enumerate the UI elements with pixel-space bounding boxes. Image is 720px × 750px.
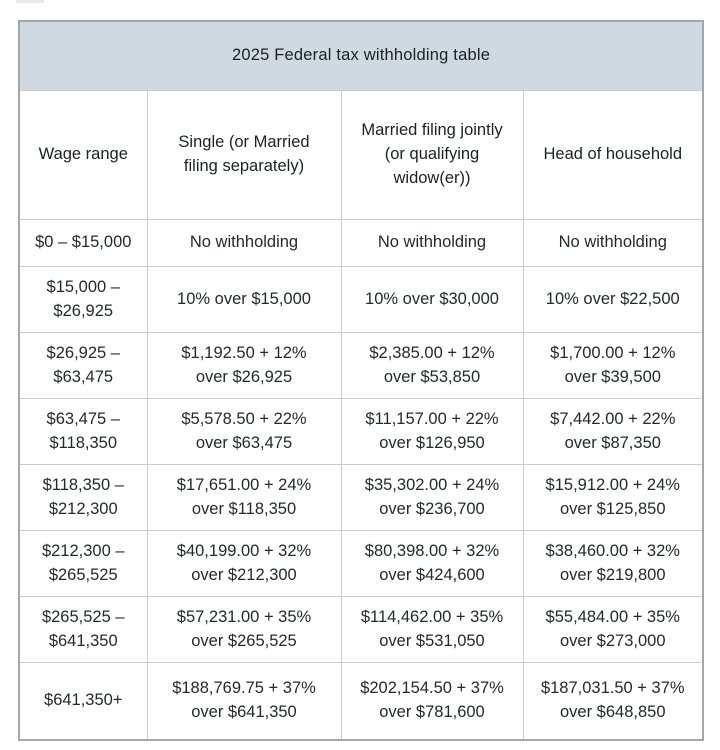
head-of-household-cell: $1,700.00 + 12% over $39,500 (522, 332, 704, 399)
wage-range-cell: $118,350 – $212,300 (18, 464, 148, 531)
table-row: $118,350 – $212,300 $17,651.00 + 24% ove… (18, 464, 704, 531)
married-jointly-cell: $2,385.00 + 12% over $53,850 (340, 332, 524, 399)
married-jointly-cell: $11,157.00 + 22% over $126,950 (340, 398, 524, 465)
wage-range-cell: $212,300 – $265,525 (18, 530, 148, 597)
wage-range-cell: $641,350+ (18, 662, 148, 741)
married-jointly-cell: 10% over $30,000 (340, 266, 524, 333)
single-cell: $17,651.00 + 24% over $118,350 (146, 464, 342, 531)
wage-range-cell: $26,925 – $63,475 (18, 332, 148, 399)
married-jointly-cell: $202,154.50 + 37% over $781,600 (340, 662, 524, 741)
married-jointly-cell: $80,398.00 + 32% over $424,600 (340, 530, 524, 597)
column-header-row: Wage range Single (or Married filing sep… (18, 90, 704, 220)
head-of-household-cell: $55,484.00 + 35% over $273,000 (522, 596, 704, 663)
single-cell: $40,199.00 + 32% over $212,300 (146, 530, 342, 597)
column-header-married-jointly: Married filing jointly (or qualifying wi… (340, 90, 524, 220)
married-jointly-cell: $35,302.00 + 24% over $236,700 (340, 464, 524, 531)
married-jointly-cell: No withholding (340, 219, 524, 267)
table-row: $15,000 – $26,925 10% over $15,000 10% o… (18, 266, 704, 333)
head-of-household-cell: $38,460.00 + 32% over $219,800 (522, 530, 704, 597)
single-cell: $1,192.50 + 12% over $26,925 (146, 332, 342, 399)
table-row: $63,475 – $118,350 $5,578.50 + 22% over … (18, 398, 704, 465)
head-of-household-cell: $7,442.00 + 22% over $87,350 (522, 398, 704, 465)
head-of-household-cell: $187,031.50 + 37% over $648,850 (522, 662, 704, 741)
single-cell: $57,231.00 + 35% over $265,525 (146, 596, 342, 663)
head-of-household-cell: No withholding (522, 219, 704, 267)
tax-withholding-table: 2025 Federal tax withholding table Wage … (18, 20, 705, 741)
column-header-single: Single (or Married filing separately) (146, 90, 342, 220)
head-of-household-cell: 10% over $22,500 (522, 266, 704, 333)
column-header-wage-range: Wage range (18, 90, 148, 220)
married-jointly-cell: $114,462.00 + 35% over $531,050 (340, 596, 524, 663)
single-cell: No withholding (146, 219, 342, 267)
table-row: $26,925 – $63,475 $1,192.50 + 12% over $… (18, 332, 704, 399)
table-row: $265,525 – $641,350 $57,231.00 + 35% ove… (18, 596, 704, 663)
single-cell: $5,578.50 + 22% over $63,475 (146, 398, 342, 465)
wage-range-cell: $15,000 – $26,925 (18, 266, 148, 333)
table-title-row: 2025 Federal tax withholding table (18, 20, 704, 91)
screenshot-crop-artifact (16, 0, 44, 3)
tax-table-container: 2025 Federal tax withholding table Wage … (18, 20, 705, 741)
wage-range-cell: $63,475 – $118,350 (18, 398, 148, 465)
table-row: $0 – $15,000 No withholding No withholdi… (18, 219, 704, 267)
head-of-household-cell: $15,912.00 + 24% over $125,850 (522, 464, 704, 531)
column-header-head-of-household: Head of household (522, 90, 704, 220)
single-cell: $188,769.75 + 37% over $641,350 (146, 662, 342, 741)
table-row: $212,300 – $265,525 $40,199.00 + 32% ove… (18, 530, 704, 597)
table-row: $641,350+ $188,769.75 + 37% over $641,35… (18, 662, 704, 741)
single-cell: 10% over $15,000 (146, 266, 342, 333)
table-title: 2025 Federal tax withholding table (18, 20, 704, 91)
wage-range-cell: $265,525 – $641,350 (18, 596, 148, 663)
wage-range-cell: $0 – $15,000 (18, 219, 148, 267)
